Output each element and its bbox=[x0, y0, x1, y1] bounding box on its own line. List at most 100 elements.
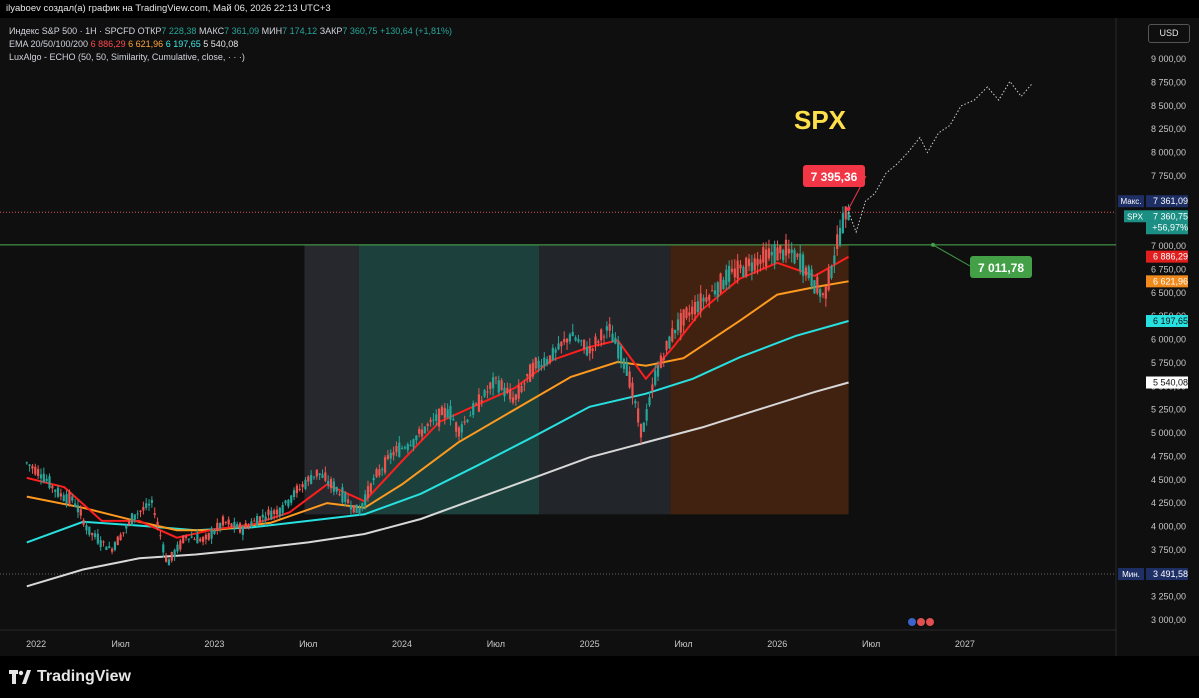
open-value: 7 228,38 bbox=[161, 26, 197, 36]
candle-body bbox=[361, 503, 364, 509]
event-flag-icon[interactable] bbox=[907, 617, 917, 627]
callout-high-box[interactable] bbox=[803, 165, 865, 187]
candle-body bbox=[742, 266, 745, 277]
candle-body bbox=[767, 248, 771, 259]
candle-body bbox=[230, 523, 233, 527]
candle-body bbox=[139, 510, 142, 512]
ema200-value: 5 540,08 bbox=[203, 39, 239, 49]
candle-body bbox=[628, 371, 631, 388]
candle-body bbox=[568, 334, 571, 342]
candle-body bbox=[787, 248, 790, 254]
candle-body bbox=[725, 269, 728, 285]
luxalgo-legend[interactable]: LuxAlgo - ECHO (50, 50, Similarity, Cumu… bbox=[9, 52, 245, 62]
zone-2 bbox=[538, 244, 671, 515]
candle-body bbox=[753, 258, 756, 271]
candle-body bbox=[329, 478, 333, 489]
candle-body bbox=[133, 514, 136, 520]
max-badge-box bbox=[1146, 195, 1188, 208]
callout-low-box[interactable] bbox=[970, 256, 1032, 278]
candle-body bbox=[335, 487, 338, 492]
candle-body bbox=[793, 250, 796, 264]
close-value: 7 360,75 bbox=[342, 26, 378, 36]
candle-body bbox=[819, 289, 822, 297]
ema-legend[interactable]: EMA 20/50/100/200 6 886,29 6 621,96 6 19… bbox=[9, 39, 238, 49]
symbol-name[interactable]: Индекс S&P 500 · 1Н · SPCFD bbox=[9, 26, 136, 36]
candle-body bbox=[85, 525, 88, 531]
x-tick-label: Июл bbox=[299, 639, 317, 649]
candle-body bbox=[557, 343, 560, 350]
candle-body bbox=[546, 359, 549, 365]
candle-body bbox=[440, 406, 444, 416]
candle-body bbox=[415, 435, 418, 441]
candle-body bbox=[372, 478, 375, 481]
candle-body bbox=[693, 302, 697, 315]
candle-body bbox=[349, 505, 353, 510]
candle-body bbox=[125, 525, 128, 529]
event-flag-icon[interactable] bbox=[925, 617, 935, 627]
currency-button[interactable]: USD bbox=[1148, 24, 1190, 43]
x-tick-label: 2026 bbox=[767, 639, 787, 649]
candle-body bbox=[807, 266, 810, 278]
candle-body bbox=[93, 533, 97, 537]
candle-body bbox=[420, 429, 424, 437]
candle-body bbox=[506, 387, 509, 394]
candle-body bbox=[130, 513, 134, 526]
candle-body bbox=[429, 419, 432, 422]
candle-body bbox=[196, 534, 199, 544]
candle-body bbox=[503, 387, 506, 397]
candle-body bbox=[747, 258, 751, 267]
candle-body bbox=[383, 457, 387, 473]
callout-low-pointer bbox=[932, 244, 971, 267]
ema-50-axis-value: 6 621,96 bbox=[1153, 276, 1188, 286]
candle-body bbox=[540, 365, 543, 367]
candle-body bbox=[645, 409, 648, 421]
y-tick-label: 4 750,00 bbox=[1151, 451, 1186, 461]
candle-body bbox=[728, 265, 731, 282]
candle-body bbox=[301, 484, 304, 488]
candle-body bbox=[358, 508, 361, 515]
candle-body bbox=[193, 539, 196, 541]
candle-body bbox=[654, 370, 657, 385]
x-tick-label: 2022 bbox=[26, 639, 46, 649]
candle-body bbox=[679, 313, 682, 333]
tradingview-logo[interactable]: TradingView bbox=[9, 668, 131, 686]
candle-body bbox=[796, 253, 799, 257]
candle-body bbox=[76, 505, 80, 513]
candle-body bbox=[366, 486, 370, 499]
candle-body bbox=[298, 488, 301, 491]
candle-body bbox=[338, 494, 341, 496]
candle-body bbox=[563, 338, 566, 343]
candle-body bbox=[580, 340, 583, 342]
candle-body bbox=[648, 397, 651, 406]
ema-100-axis-box bbox=[1146, 315, 1188, 328]
zone-0 bbox=[304, 244, 359, 515]
candle-body bbox=[201, 537, 205, 542]
candle-body bbox=[719, 273, 722, 293]
candle-body bbox=[437, 408, 441, 427]
candle-body bbox=[682, 309, 685, 326]
candle-body bbox=[659, 355, 662, 368]
candle-body bbox=[830, 266, 833, 279]
ema100-value: 6 197,65 bbox=[165, 39, 201, 49]
event-flag-icon[interactable] bbox=[916, 617, 926, 627]
candle-body bbox=[398, 442, 401, 457]
candle-body bbox=[455, 422, 458, 432]
candle-body bbox=[642, 422, 645, 432]
candle-body bbox=[401, 448, 404, 450]
candle-body bbox=[480, 400, 483, 402]
candle-body bbox=[614, 337, 617, 344]
candle-body bbox=[216, 522, 219, 531]
candle-body bbox=[88, 526, 91, 535]
candle-body bbox=[364, 494, 367, 506]
candle-body bbox=[409, 444, 412, 446]
y-tick-label: 3 000,00 bbox=[1151, 615, 1186, 625]
candle-body bbox=[290, 495, 293, 503]
snapshot-caption: ilyaboev создал(а) график на TradingView… bbox=[6, 3, 331, 14]
ema-50-axis-box bbox=[1146, 275, 1188, 288]
candle-body bbox=[42, 473, 45, 483]
candle-body bbox=[39, 474, 43, 479]
candle-body bbox=[537, 360, 540, 369]
candle-body bbox=[617, 342, 620, 359]
y-tick-label: 6 750,00 bbox=[1151, 264, 1186, 274]
